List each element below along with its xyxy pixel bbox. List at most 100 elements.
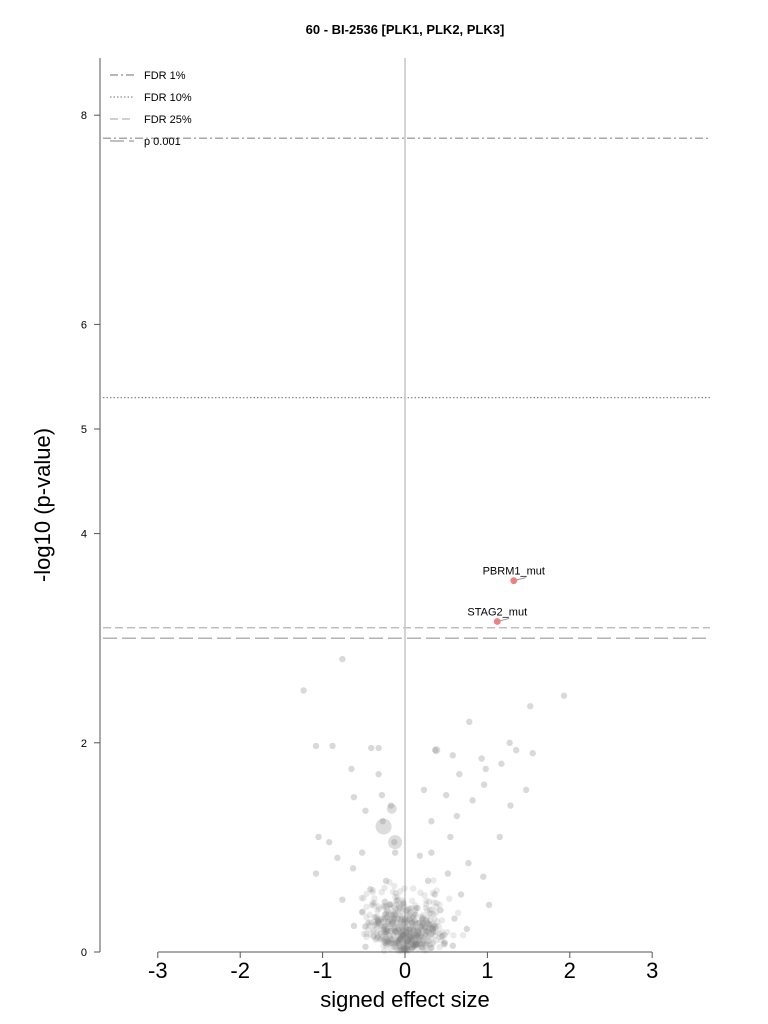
scatter-point [393,939,401,946]
scatter-point [419,937,427,944]
scatter-point [393,929,400,936]
scatter-point [388,937,395,944]
scatter-point [381,938,388,946]
scatter-point [506,739,513,746]
y-axis-label: -log10 (p-value) [30,428,55,582]
scatter-point [428,940,436,948]
scatter-point [423,897,430,904]
scatter-point [361,923,369,931]
scatter-point [432,925,439,932]
scatter-point [406,915,413,922]
scatter-point [369,888,376,896]
scatter-point [427,944,434,952]
scatter-point [401,947,408,955]
x-axis-label: signed effect size [320,987,490,1012]
scatter-point [404,935,411,943]
scatter-point [446,895,453,902]
scatter-point [409,919,416,926]
scatter-point [428,906,435,913]
scatter-point [388,920,395,928]
scatter-point [423,940,430,948]
scatter-point [450,932,457,939]
scatter-point [418,930,425,937]
scatter-point [394,914,402,921]
scatter-point [388,927,395,935]
scatter-point [414,904,421,912]
scatter-point [403,917,410,924]
scatter-point [426,921,433,928]
scatter-point [406,911,414,918]
scatter-point [382,928,390,935]
scatter-point [398,913,406,920]
scatter-point [382,927,390,934]
scatter-point [397,935,404,943]
scatter-point [422,928,430,935]
legend-label: p 0.001 [144,136,181,148]
scatter-point [381,926,388,934]
scatter-bubble [375,818,392,835]
scatter-point [385,938,392,946]
scatter-point [410,926,418,933]
scatter-point [391,911,398,918]
scatter-point [392,889,399,897]
scatter-point [397,916,404,923]
scatter-point [414,919,422,927]
scatter-point [375,905,382,913]
scatter-point [402,923,409,931]
scatter-point [389,888,397,896]
scatter-point [339,655,346,663]
scatter-point [436,901,443,908]
scatter-point [405,937,412,944]
scatter-point [378,888,385,896]
scatter-point [392,944,400,951]
scatter-point [389,911,397,918]
scatter-point [422,917,430,924]
scatter-point [392,920,400,927]
scatter-point [380,916,388,923]
scatter-point [413,941,420,948]
scatter-point [438,928,446,935]
scatter-point [369,886,376,894]
scatter-point [396,919,404,926]
scatter-point [417,913,425,920]
scatter-point [409,936,417,943]
scatter-point [398,908,406,915]
x-tick-label: -2 [230,958,250,983]
scatter-point [420,786,428,794]
scatter-point [403,937,411,945]
scatter-point [402,944,409,951]
scatter-point [363,890,370,897]
point-cloud [358,877,467,955]
scatter-point [407,929,414,937]
scatter-point [406,916,413,923]
scatter-point [411,938,418,946]
scatter-point [430,939,437,946]
scatter-point [414,945,422,953]
scatter-point [406,932,413,939]
scatter-point [411,942,419,950]
scatter-point [421,925,429,933]
scatter-point [412,911,419,918]
scatter-point [387,945,394,952]
scatter-point [392,909,400,917]
scatter-point [429,889,437,897]
scatter-point [397,936,404,943]
scatter-point [428,931,435,938]
scatter-point [382,930,389,938]
scatter-point [422,931,429,939]
scatter-point [392,939,399,946]
scatter-point [424,933,432,941]
scatter-point [392,893,399,901]
threshold-lines [103,137,710,639]
scatter-point [406,931,413,939]
scatter-point [373,913,381,920]
scatter-point [410,941,417,949]
scatter-point [397,943,405,950]
scatter-point [391,838,398,846]
x-tick-label: -1 [313,958,333,983]
scatter-point [396,912,403,919]
scatter-point [399,946,406,953]
scatter-point [348,765,355,773]
scatter-point [406,926,413,934]
scatter-point [447,833,454,841]
